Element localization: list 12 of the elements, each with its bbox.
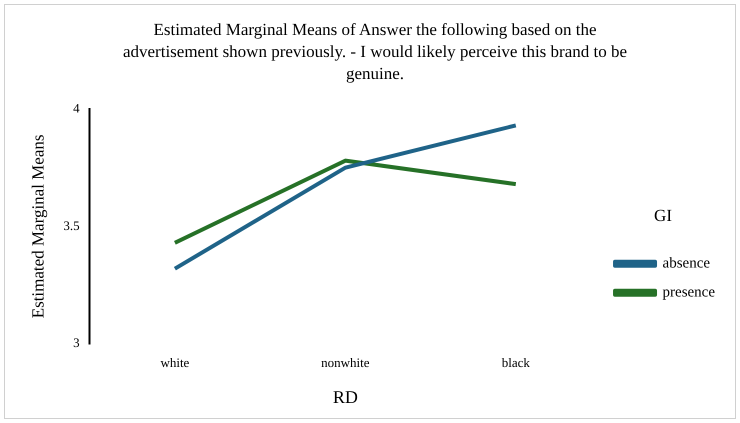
legend-label: presence [662, 284, 716, 301]
x-tick-label: nonwhite [321, 355, 370, 370]
y-axis-title: Estimated Marginal Means [28, 134, 48, 318]
y-tick-label: 3 [73, 335, 80, 350]
x-tick-label: black [502, 355, 530, 370]
y-tick-label: 4 [73, 100, 80, 116]
y-tick-label: 3.5 [63, 218, 80, 233]
x-tick-label: white [160, 355, 190, 370]
x-axis-title: RD [332, 386, 358, 407]
chart-title: Estimated Marginal Means of Answer the following based on the advertisement shown previously. - I would likely perceive this brand to be genuine. [122, 19, 628, 85]
legend-label: absence [662, 256, 710, 272]
legend-title: GI [654, 206, 672, 225]
